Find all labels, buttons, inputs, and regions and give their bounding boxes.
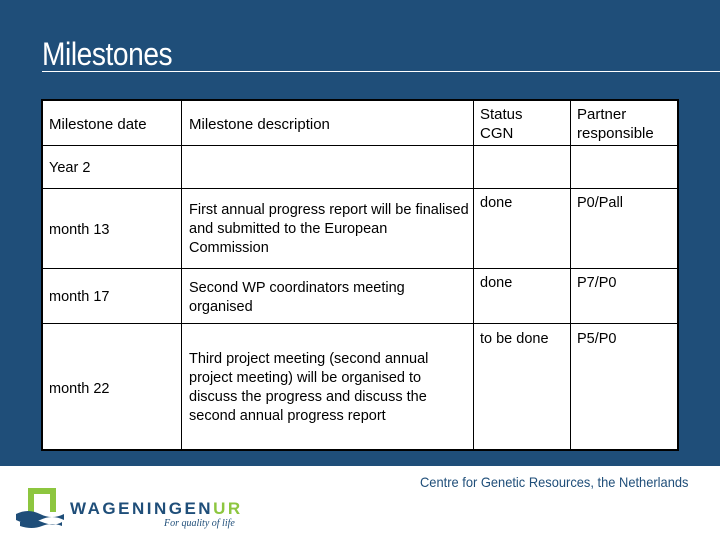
- column-divider: [181, 101, 182, 449]
- row-divider: [43, 268, 677, 269]
- row-description: First annual progress report will be fin…: [189, 202, 469, 256]
- row-description: Third project meeting (second annual pro…: [189, 351, 429, 424]
- row-date: month 13: [49, 222, 110, 238]
- logo-icon: [16, 488, 64, 528]
- header-status: Status CGN: [480, 106, 523, 142]
- row-partner: P0/Pall: [577, 195, 623, 211]
- logo-wordmark-ur: UR: [213, 499, 243, 518]
- logo-tagline: For quality of life: [164, 518, 235, 529]
- row-partner: P7/P0: [577, 275, 617, 291]
- logo-wordmark: WAGENINGEN: [70, 499, 214, 518]
- row-status: done: [480, 195, 513, 211]
- row-status: to be done: [480, 331, 549, 347]
- slide-title: Milestones: [42, 36, 173, 72]
- header-milestone-date: Milestone date: [49, 116, 147, 133]
- row-description: Second WP coordinators meeting organised: [189, 280, 405, 315]
- section-label: Year 2: [49, 160, 91, 176]
- row-divider: [43, 145, 677, 146]
- row-status: done: [480, 275, 513, 291]
- column-divider: [473, 101, 474, 449]
- row-partner: P5/P0: [577, 331, 617, 347]
- milestones-table: Milestone date Milestone description Sta…: [41, 99, 679, 451]
- row-date: month 22: [49, 381, 110, 397]
- header-milestone-description: Milestone description: [189, 116, 330, 133]
- title-underline: [42, 71, 720, 72]
- footer-organisation: Centre for Genetic Resources, the Nether…: [420, 474, 689, 490]
- wageningen-ur-logo: WAGENINGENUR For quality of life: [14, 486, 264, 532]
- row-divider: [43, 323, 677, 324]
- row-divider: [43, 188, 677, 189]
- header-partner: Partner responsible: [577, 106, 654, 142]
- row-date: month 17: [49, 289, 110, 305]
- column-divider: [570, 101, 571, 449]
